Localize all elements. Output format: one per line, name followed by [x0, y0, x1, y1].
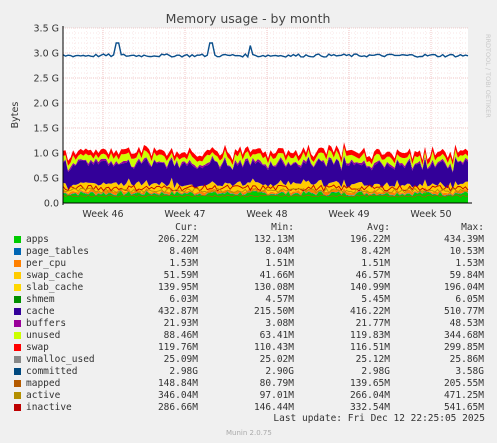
- x-tick-label: Week 48: [246, 209, 287, 220]
- x-tick-label: Week 47: [164, 209, 205, 220]
- y-tick-label: 0.5 G: [34, 174, 60, 185]
- y-tick-label: 2.0 G: [34, 99, 60, 110]
- y-tick-label: 1.0 G: [34, 149, 60, 160]
- x-tick-label: Week 49: [328, 209, 369, 220]
- y-tick-label: 3.0 G: [34, 49, 60, 60]
- y-ticks: 0.0 0.5 G 1.0 G 1.5 G 2.0 G 2.5 G 3.0 G 3.5 G: [34, 24, 60, 210]
- chart-title: Memory usage - by month: [166, 11, 331, 26]
- y-tick-label: 1.5 G: [34, 124, 60, 135]
- y-tick-label: 2.5 G: [34, 74, 60, 85]
- x-ticks: Week 46 Week 47 Week 48 Week 49 Week 50: [82, 209, 451, 220]
- x-tick-label: Week 46: [82, 209, 123, 220]
- x-tick-label: Week 50: [410, 209, 451, 220]
- y-axis-label: Bytes: [10, 102, 21, 129]
- y-tick-label: 3.5 G: [34, 24, 60, 35]
- watermark: RRDTOOL / TOBI OETIKER: [484, 34, 492, 118]
- series-lines: [62, 42, 469, 198]
- stacked-areas: [63, 142, 468, 203]
- y-tick-label: 0.0: [44, 199, 59, 210]
